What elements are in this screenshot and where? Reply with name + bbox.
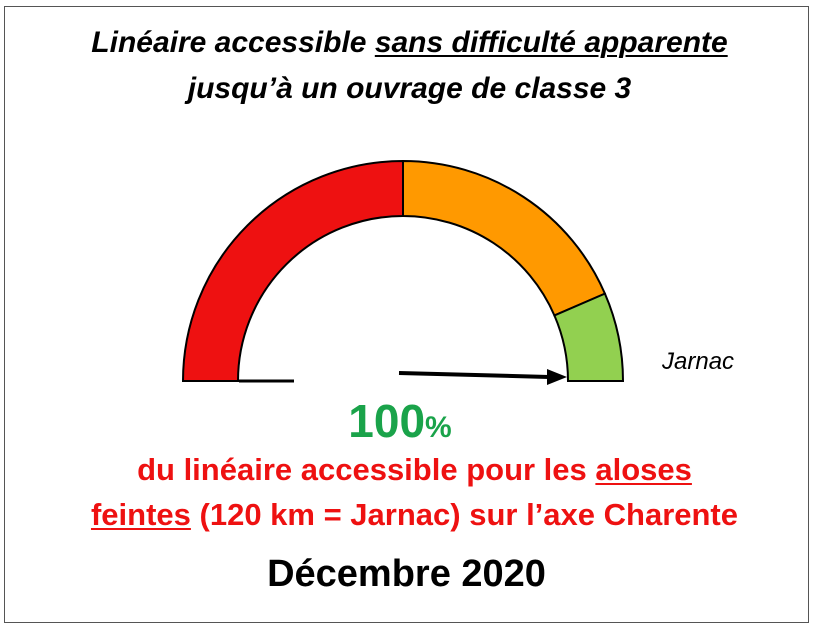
gauge-segment-2: [402, 159, 607, 317]
gauge-segment-3: [553, 292, 625, 382]
gauge-value-number: 100: [348, 395, 426, 447]
description-line-2-text: (120 km = Jarnac) sur l’axe Charente: [190, 497, 738, 532]
gauge-arrow: [398, 369, 567, 385]
description-line-2: feintes (120 km = Jarnac) sur l’axe Char…: [0, 497, 819, 533]
description-underlined-aloses: aloses: [595, 452, 692, 487]
gauge-arrow-head: [547, 369, 567, 385]
marker-label: Jarnac: [662, 348, 735, 375]
report-date: Décembre 2020: [267, 553, 546, 595]
description-underlined-feintes: feintes: [90, 497, 191, 532]
gauge-value: 100%: [0, 394, 800, 448]
title-line-1-text: Linéaire accessible: [91, 26, 375, 59]
figure-frame: [4, 6, 809, 623]
gauge-arrow-shaft: [398, 371, 550, 379]
gauge-segment-1: [181, 159, 404, 382]
title-line-2: jusqu’à un ouvrage de classe 3: [187, 72, 632, 105]
gauge-segments: [181, 159, 625, 382]
description-line-1: du linéaire accessible pour les aloses: [0, 452, 819, 488]
gauge-value-unit: %: [425, 411, 452, 444]
title-line-1: Linéaire accessible sans difficulté appa…: [0, 26, 819, 60]
description-line-1-text: du linéaire accessible pour les: [137, 452, 596, 487]
title-underlined-text: sans difficulté apparente: [374, 26, 728, 59]
